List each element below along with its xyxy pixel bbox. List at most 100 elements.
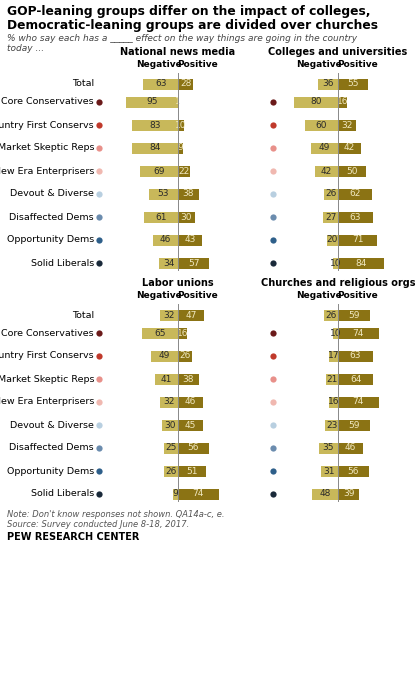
Text: Market Skeptic Reps: Market Skeptic Reps [0, 374, 94, 383]
Bar [133, 119, 178, 130]
Text: 10: 10 [329, 258, 341, 267]
Bar [338, 143, 361, 154]
Bar [153, 234, 178, 245]
Bar [338, 119, 356, 130]
Bar [324, 310, 338, 320]
Text: 60: 60 [316, 121, 327, 130]
Text: 16: 16 [336, 98, 348, 107]
Text: 23: 23 [326, 421, 337, 430]
Text: 80: 80 [310, 98, 322, 107]
Text: Labor unions: Labor unions [142, 278, 214, 288]
Bar [143, 78, 178, 89]
Text: 53: 53 [158, 189, 169, 198]
Bar [305, 119, 338, 130]
Bar [132, 143, 178, 154]
Text: 31: 31 [324, 466, 335, 475]
Text: 63: 63 [349, 213, 361, 222]
Bar [311, 143, 338, 154]
Text: Positive: Positive [337, 291, 377, 300]
Text: 84: 84 [149, 143, 161, 152]
Bar [338, 466, 369, 477]
Text: 28: 28 [180, 80, 191, 89]
Text: 9: 9 [178, 143, 184, 152]
Bar [178, 328, 187, 338]
Text: Total: Total [72, 80, 94, 89]
Text: 59: 59 [349, 310, 360, 319]
Bar [338, 310, 370, 320]
Bar [142, 328, 178, 338]
Text: Country First Conservs: Country First Conservs [0, 121, 94, 130]
Text: Total: Total [72, 310, 94, 319]
Text: 47: 47 [185, 310, 196, 319]
Text: Solid Liberals: Solid Liberals [31, 258, 94, 267]
Bar [332, 258, 338, 268]
Text: 46: 46 [160, 236, 171, 245]
Bar [173, 489, 178, 500]
Bar [338, 396, 379, 407]
Text: 43: 43 [184, 236, 196, 245]
Text: PEW RESEARCH CENTER: PEW RESEARCH CENTER [7, 532, 139, 542]
Text: 26: 26 [325, 310, 336, 319]
Bar [329, 351, 338, 362]
Text: 42: 42 [321, 166, 332, 175]
Text: 84: 84 [355, 258, 367, 267]
Bar [338, 374, 373, 385]
Bar [338, 443, 363, 453]
Text: 63: 63 [155, 80, 166, 89]
Bar [178, 258, 209, 268]
Bar [140, 166, 178, 177]
Bar [338, 211, 373, 222]
Text: 62: 62 [349, 189, 361, 198]
Bar [338, 419, 370, 430]
Text: Opportunity Dems: Opportunity Dems [7, 236, 94, 245]
Bar [338, 489, 359, 500]
Bar [338, 351, 373, 362]
Text: 42: 42 [344, 143, 355, 152]
Bar [311, 489, 338, 500]
Text: National news media: National news media [120, 47, 236, 57]
Bar [338, 258, 384, 268]
Text: Negative: Negative [296, 291, 342, 300]
Text: Negative: Negative [136, 60, 182, 69]
Bar [327, 234, 338, 245]
Text: Core Conservatives: Core Conservatives [1, 328, 94, 337]
Bar [294, 96, 338, 107]
Bar [318, 78, 338, 89]
Text: Churches and religious orgs: Churches and religious orgs [261, 278, 415, 288]
Text: Devout & Diverse: Devout & Diverse [10, 421, 94, 430]
Text: 38: 38 [183, 374, 194, 383]
Text: Disaffected Dems: Disaffected Dems [9, 444, 94, 453]
Text: 26: 26 [165, 466, 176, 475]
Text: 9: 9 [173, 489, 178, 498]
Bar [178, 396, 203, 407]
Text: 20: 20 [327, 236, 338, 245]
Bar [178, 211, 194, 222]
Bar [178, 419, 203, 430]
Text: 69: 69 [153, 166, 165, 175]
Text: Negative: Negative [296, 60, 342, 69]
Bar [178, 466, 206, 477]
Bar [164, 443, 178, 453]
Text: Market Skeptic Reps: Market Skeptic Reps [0, 143, 94, 152]
Text: 83: 83 [149, 121, 161, 130]
Bar [338, 234, 377, 245]
Text: 35: 35 [323, 444, 334, 453]
Bar [161, 419, 178, 430]
Text: 49: 49 [319, 143, 330, 152]
Text: 61: 61 [155, 213, 167, 222]
Text: Positive: Positive [177, 60, 218, 69]
Bar [178, 119, 184, 130]
Bar [329, 396, 338, 407]
Bar [324, 188, 338, 200]
Bar [126, 96, 178, 107]
Text: 30: 30 [164, 421, 176, 430]
Bar [338, 188, 372, 200]
Text: Source: Survey conducted June 8-18, 2017.: Source: Survey conducted June 8-18, 2017… [7, 520, 189, 529]
Text: 25: 25 [166, 444, 177, 453]
Text: 64: 64 [350, 374, 361, 383]
Bar [178, 166, 190, 177]
Text: 26: 26 [325, 189, 336, 198]
Text: 34: 34 [163, 258, 174, 267]
Text: 17: 17 [328, 351, 339, 360]
Bar [178, 310, 204, 320]
